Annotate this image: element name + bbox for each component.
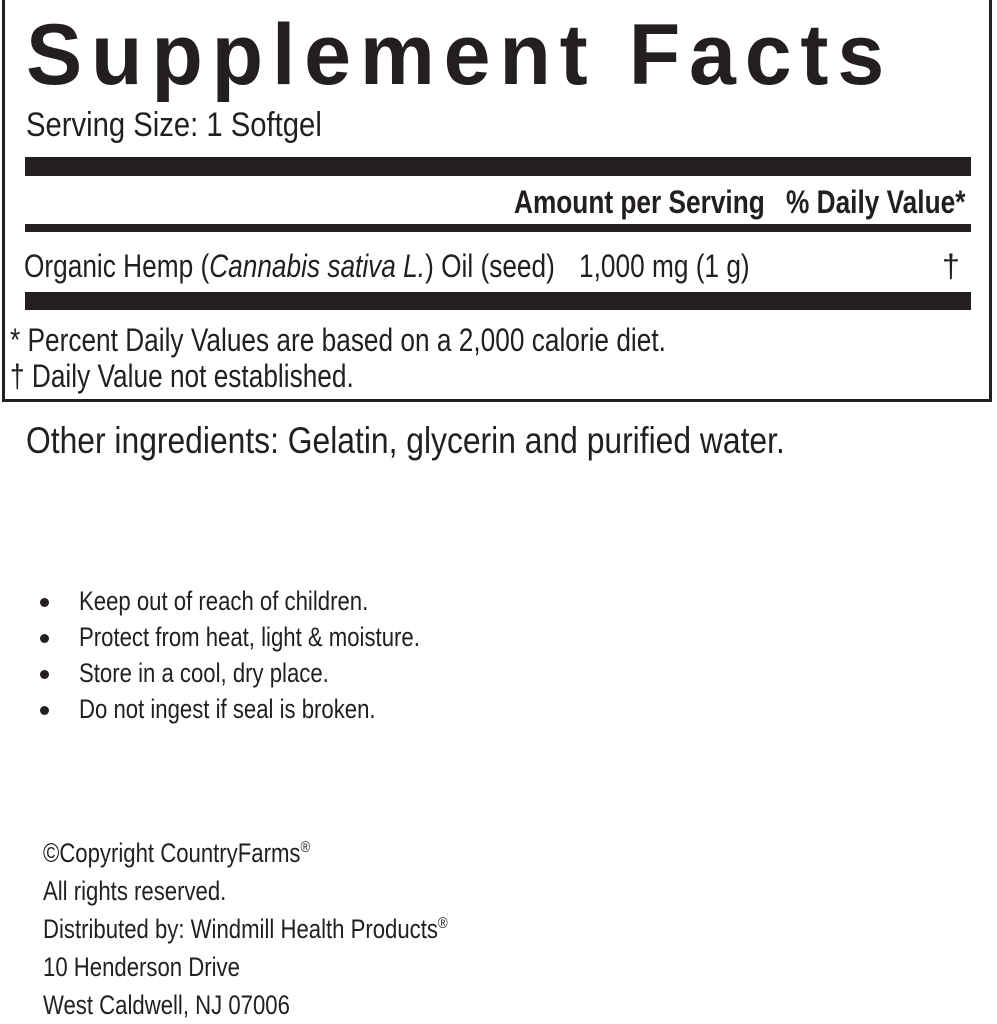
footnote-daily-values: * Percent Daily Values are based on a 2,… [10,322,666,358]
bullet-icon [40,598,49,607]
ingredient-name-suffix: ) Oil (seed) [425,248,555,284]
distributor-text: Distributed by: Windmill Health Products [43,914,438,944]
header-amount: Amount per Serving [514,184,765,220]
ingredient-dv: † [942,248,960,284]
warning-item: Store in a cool, dry place. [79,658,329,688]
ingredient-latin-name: Cannabis sativa L. [209,248,426,284]
bullet-icon [40,670,49,679]
divider-thin [25,224,971,232]
other-ingredients: Other ingredients: Gelatin, glycerin and… [26,420,785,461]
distributor: Distributed by: Windmill Health Products… [43,914,448,945]
address-line-2: West Caldwell, NJ 07006 [43,990,290,1020]
footnote-not-established: † Daily Value not established. [10,358,354,394]
registered-mark: ® [300,839,311,856]
copyright-text: ©Copyright CountryFarms [43,838,301,868]
header-daily-value: % Daily Value* [786,184,966,220]
warning-item: Do not ingest if seal is broken. [79,694,376,724]
divider-thick [25,292,971,310]
bullet-icon [40,634,49,643]
supplement-facts-panel [2,0,992,402]
rights-reserved: All rights reserved. [43,876,227,906]
address-line-1: 10 Henderson Drive [43,952,240,982]
copyright: ©Copyright CountryFarms® [43,838,310,869]
panel-title: Supplement Facts [26,7,894,103]
serving-size: Serving Size: 1 Softgel [26,106,322,144]
warning-item: Keep out of reach of children. [79,586,369,616]
bullet-icon [40,706,49,715]
ingredient-name-prefix: Organic Hemp ( [24,248,210,284]
warning-item: Protect from heat, light & moisture. [79,622,420,652]
ingredient-amount: 1,000 mg (1 g) [579,248,750,284]
divider-thick [25,157,971,176]
registered-mark: ® [437,915,448,932]
ingredient-name: Organic Hemp (Cannabis sativa L.) Oil (s… [24,248,555,285]
